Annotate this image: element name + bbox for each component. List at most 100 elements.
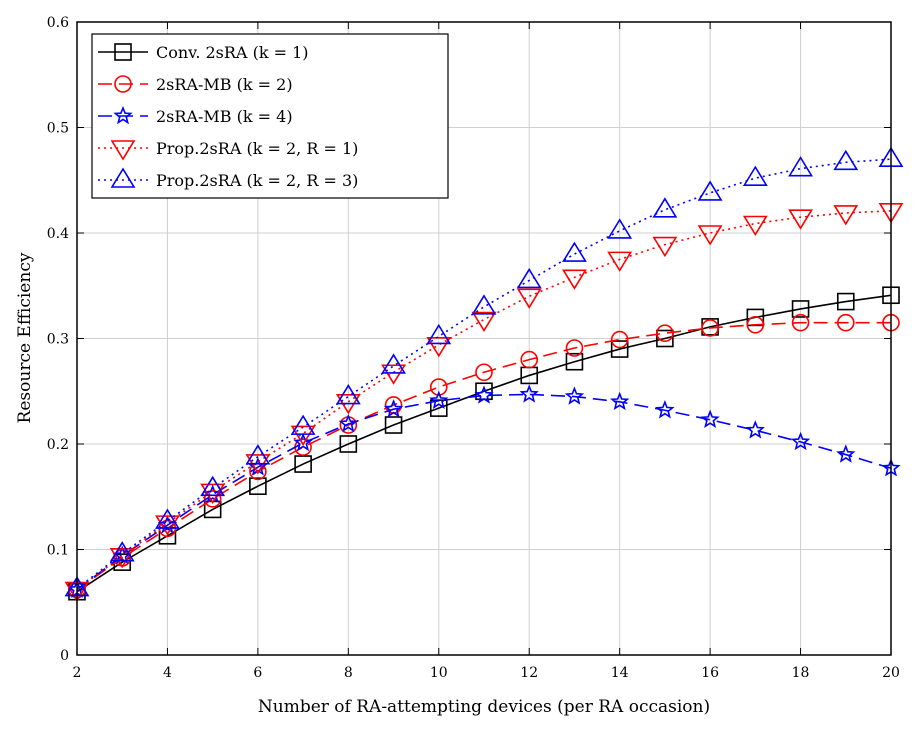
square-marker bbox=[294, 455, 312, 473]
square-marker bbox=[384, 416, 403, 434]
legend-item: 2sRA-MB (k = 4) bbox=[98, 105, 293, 126]
triangle-up-marker bbox=[742, 165, 768, 186]
series-line bbox=[76, 321, 891, 591]
x-tick-label: 2 bbox=[73, 665, 82, 681]
triangle-down-marker bbox=[471, 311, 497, 333]
legend-label: Prop.2sRA (k = 2, R = 3) bbox=[156, 171, 358, 190]
y-tick-label: 0.3 bbox=[47, 332, 69, 348]
circle-marker bbox=[203, 490, 222, 508]
triangle-up-marker bbox=[516, 267, 542, 289]
triangle-up-marker bbox=[471, 294, 497, 315]
series-circle bbox=[68, 313, 900, 599]
star-marker bbox=[113, 105, 133, 125]
y-tick-label: 0.6 bbox=[47, 15, 69, 31]
triangle-up-marker bbox=[697, 180, 723, 201]
series-line bbox=[76, 158, 892, 590]
y-tick-label: 0.1 bbox=[47, 543, 69, 559]
triangle-up-marker bbox=[155, 508, 180, 529]
star-marker bbox=[745, 420, 765, 439]
x-tick-label: 20 bbox=[882, 665, 900, 681]
circle-marker bbox=[791, 313, 810, 332]
circle-marker bbox=[520, 350, 539, 369]
triangle-up-marker bbox=[833, 149, 859, 171]
triangle-down-marker bbox=[110, 140, 136, 161]
square-marker bbox=[114, 43, 132, 61]
y-tick-label: 0 bbox=[60, 648, 69, 664]
ticks: 2 4 6 8 10 12 14 16 18 20 0 0.1 0.2 0.3 0.4 0.5 0.6 bbox=[47, 15, 900, 681]
triangle-down-marker bbox=[155, 515, 180, 536]
y-tick-label: 0.4 bbox=[47, 226, 69, 242]
series-triangle-up bbox=[64, 146, 904, 597]
x-tick-label: 10 bbox=[430, 665, 448, 681]
triangle-down-marker bbox=[426, 337, 452, 358]
triangle-down-marker bbox=[109, 548, 135, 569]
star-marker bbox=[564, 386, 585, 405]
legend-box bbox=[91, 33, 449, 199]
triangle-up-marker bbox=[562, 241, 587, 262]
y-tick-label: 0.2 bbox=[47, 437, 69, 453]
legend: Conv. 2sRA (k = 1) 2sRA-MB (k = 2) 2sRA-MB… bbox=[91, 33, 449, 199]
legend-item: Prop.2sRA (k = 2, R = 3) bbox=[98, 167, 358, 190]
series-line bbox=[76, 393, 892, 591]
star-marker bbox=[836, 444, 856, 463]
circle-marker bbox=[429, 378, 448, 396]
legend-item: Prop.2sRA (k = 2, R = 1) bbox=[98, 139, 358, 161]
triangle-up-marker bbox=[110, 167, 136, 188]
triangle-down-marker bbox=[652, 236, 678, 258]
circle-marker bbox=[746, 315, 765, 334]
circle-marker bbox=[656, 324, 674, 343]
triangle-down-marker bbox=[516, 288, 542, 309]
star-marker bbox=[293, 432, 313, 452]
series-line bbox=[76, 294, 892, 593]
triangle-up-marker bbox=[335, 383, 361, 405]
legend-label: Prop.2sRA (k = 2, R = 1) bbox=[156, 139, 358, 158]
series-layer bbox=[64, 146, 904, 603]
triangle-down-marker bbox=[381, 364, 406, 385]
x-tick-label: 4 bbox=[163, 665, 172, 681]
triangle-up-marker bbox=[290, 414, 316, 435]
triangle-down-marker bbox=[607, 251, 633, 272]
x-tick-label: 18 bbox=[792, 665, 810, 681]
square-marker bbox=[339, 435, 358, 453]
x-tick-label: 16 bbox=[701, 665, 719, 681]
star-marker bbox=[700, 409, 720, 428]
triangle-down-marker bbox=[697, 225, 723, 246]
star-marker bbox=[383, 399, 404, 418]
star-marker bbox=[655, 400, 675, 419]
triangle-down-marker bbox=[788, 209, 813, 230]
square-marker bbox=[610, 340, 629, 358]
x-tick-label: 12 bbox=[520, 665, 538, 681]
circle-marker bbox=[565, 339, 584, 357]
square-marker bbox=[249, 477, 267, 496]
square-marker bbox=[836, 292, 855, 311]
circle-marker bbox=[475, 363, 493, 382]
x-tick-label: 14 bbox=[611, 665, 629, 681]
triangle-up-marker bbox=[788, 156, 813, 177]
series-line bbox=[76, 210, 892, 591]
triangle-up-marker bbox=[109, 541, 135, 562]
star-marker bbox=[474, 385, 494, 404]
square-marker bbox=[656, 329, 674, 348]
legend-label: 2sRA-MB (k = 2) bbox=[156, 75, 293, 94]
legend-label: 2sRA-MB (k = 4) bbox=[156, 107, 293, 126]
square-marker bbox=[791, 300, 810, 318]
triangle-up-marker bbox=[245, 444, 271, 465]
star-marker bbox=[519, 384, 539, 403]
legend-item: 2sRA-MB (k = 2) bbox=[98, 75, 293, 94]
triangle-up-marker bbox=[381, 353, 406, 374]
circle-marker bbox=[114, 75, 132, 93]
circle-marker bbox=[701, 319, 719, 337]
square-marker bbox=[565, 352, 584, 371]
legend-label: Conv. 2sRA (k = 1) bbox=[156, 43, 309, 62]
star-marker bbox=[338, 413, 358, 433]
triangle-up-marker bbox=[426, 323, 452, 345]
star-marker bbox=[429, 390, 449, 409]
triangle-up-marker bbox=[652, 197, 678, 218]
star-marker bbox=[610, 391, 630, 411]
series-triangle-down bbox=[64, 203, 904, 603]
triangle-down-marker bbox=[833, 205, 859, 226]
y-axis-label: Resource Efficiency bbox=[15, 252, 35, 423]
series-square bbox=[68, 286, 900, 601]
x-tick-label: 6 bbox=[253, 665, 262, 681]
